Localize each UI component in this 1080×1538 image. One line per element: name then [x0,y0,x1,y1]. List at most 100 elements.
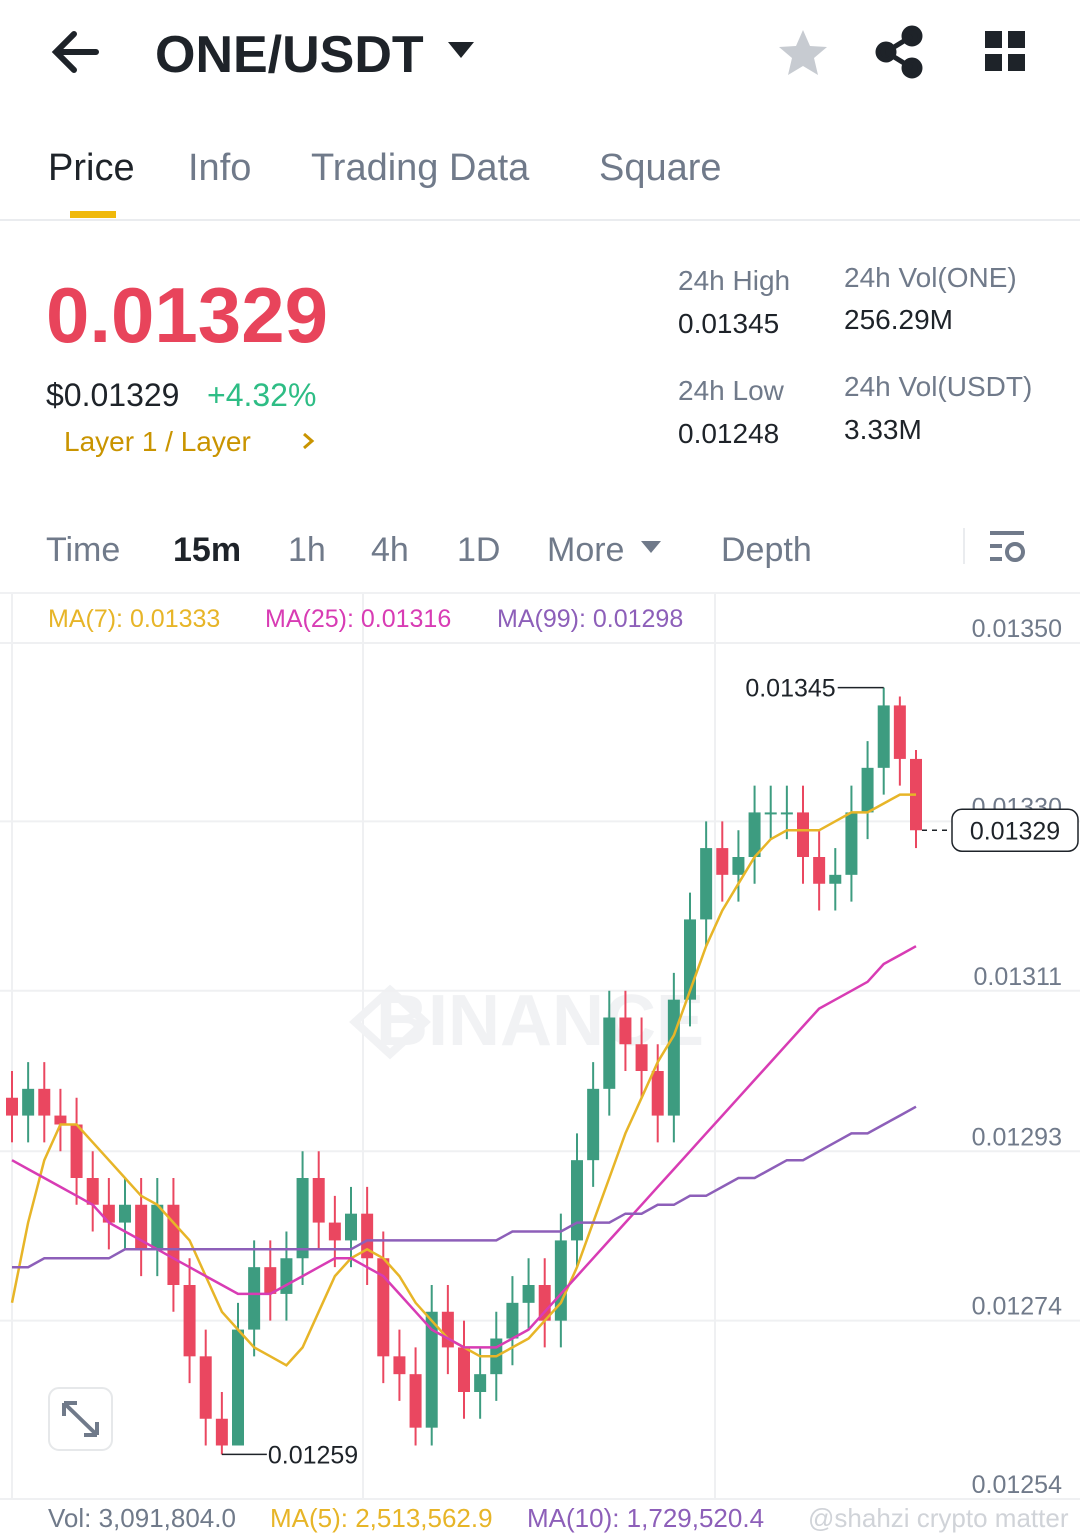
plot [0,642,1080,1500]
candle-body [345,1213,357,1241]
current-price-label: 0.01329 [970,817,1060,845]
candle-body [571,1160,583,1241]
separator [963,528,965,564]
volume-label: Vol: 3,091,804.0 [48,1503,236,1533]
ma-line [12,1105,917,1269]
candle-body [215,1418,228,1446]
interval[interactable]: Time [46,531,120,569]
stat-value: 256.29M [844,304,953,335]
tab[interactable]: Square [599,147,722,189]
interval[interactable]: 4h [371,531,409,569]
time-grid [11,594,716,1500]
tab[interactable]: Price [48,147,135,189]
candle-body [667,999,680,1116]
stat-value: 3.33M [844,414,922,445]
candle-body [732,857,745,875]
pair-dropdown[interactable] [448,42,474,58]
chart-settings[interactable] [990,531,1025,562]
candle-body [748,812,761,857]
candle-body [409,1374,422,1428]
candle-body [70,1124,83,1178]
ma-legend: MA(25): 0.01316 [265,605,451,633]
expand-button[interactable] [48,1387,113,1451]
candle-body [54,1115,67,1125]
candle-body [38,1088,51,1116]
candle-body [441,1311,454,1348]
watermark: @shahzi crypto matter [808,1503,1069,1533]
tag-link[interactable]: Layer 1 / Layer [64,426,251,457]
candle-body [312,1178,325,1223]
ma-legend: MA(99): 0.01298 [497,605,683,633]
candle-body [6,1097,18,1116]
candle-body [232,1329,244,1446]
candle-body [813,857,826,884]
stat-value: 0.01248 [678,418,779,449]
volume-ma: MA(5): 2,513,562.9 [270,1503,493,1533]
share-icon[interactable] [875,25,923,79]
candle-body [474,1374,487,1392]
candle-body [119,1204,131,1223]
tab-indicator [70,211,116,218]
candle-body [845,812,858,875]
interval[interactable]: Depth [721,531,812,569]
interval[interactable]: 1h [288,531,326,569]
candle-body [651,1071,664,1116]
stat-value: 0.01345 [678,308,779,339]
candle-body [248,1267,261,1330]
y-tick-label: 0.01254 [972,1471,1062,1499]
last-price: 0.01329 [46,271,328,359]
candle-body [829,874,842,884]
usd-price: $0.01329 [46,377,179,413]
candle-body [102,1204,115,1223]
candle-body [183,1285,196,1357]
candle-body [280,1258,293,1294]
pair-title[interactable]: ONE/USDT [155,26,424,84]
interval[interactable]: 1D [457,531,500,569]
candle-body [522,1285,535,1303]
candle-body [393,1356,406,1375]
y-tick-label: 0.01293 [972,1123,1062,1151]
candle-body [361,1213,374,1259]
stat-label: 24h Low [678,375,785,406]
candle-body [877,705,890,768]
low-label: 0.01259 [268,1441,358,1469]
candle-body [797,812,809,857]
candle-body [619,1017,632,1045]
y-tick-label: 0.01311 [973,963,1062,991]
tab[interactable]: Info [188,147,251,189]
tab[interactable]: Trading Data [311,147,530,189]
ma-legend: MA(7): 0.01333 [48,605,220,633]
y-tick-label: 0.01274 [972,1293,1062,1321]
candle-body [780,812,793,815]
candle-body [716,848,729,875]
candle-body [458,1347,470,1392]
candle-body [700,848,713,920]
logo-mark [349,984,431,1060]
candle-body [861,767,874,813]
ma-line [10,793,916,1367]
favorite-icon[interactable] [779,30,827,75]
interval[interactable]: 15m [173,531,241,569]
candle-body [538,1285,551,1321]
interval[interactable]: More [547,531,624,569]
candle-body [425,1311,438,1428]
chevron [303,432,315,450]
candle-body [764,812,777,815]
divider [0,219,1080,221]
candle-body [506,1302,519,1339]
more-dropdown [641,541,661,553]
candle-body [296,1178,309,1259]
candle-body [151,1204,164,1250]
stat-label: 24h High [678,265,790,296]
candle-body [199,1356,212,1419]
back-button[interactable] [51,31,99,73]
menu-icon[interactable] [985,31,1025,71]
stat-label: 24h Vol(USDT) [844,371,1032,402]
candle-body [554,1240,567,1321]
ma-line [11,945,917,1349]
candle-body [893,705,906,759]
stat-label: 24h Vol(ONE) [844,262,1017,293]
divider [0,592,1080,594]
